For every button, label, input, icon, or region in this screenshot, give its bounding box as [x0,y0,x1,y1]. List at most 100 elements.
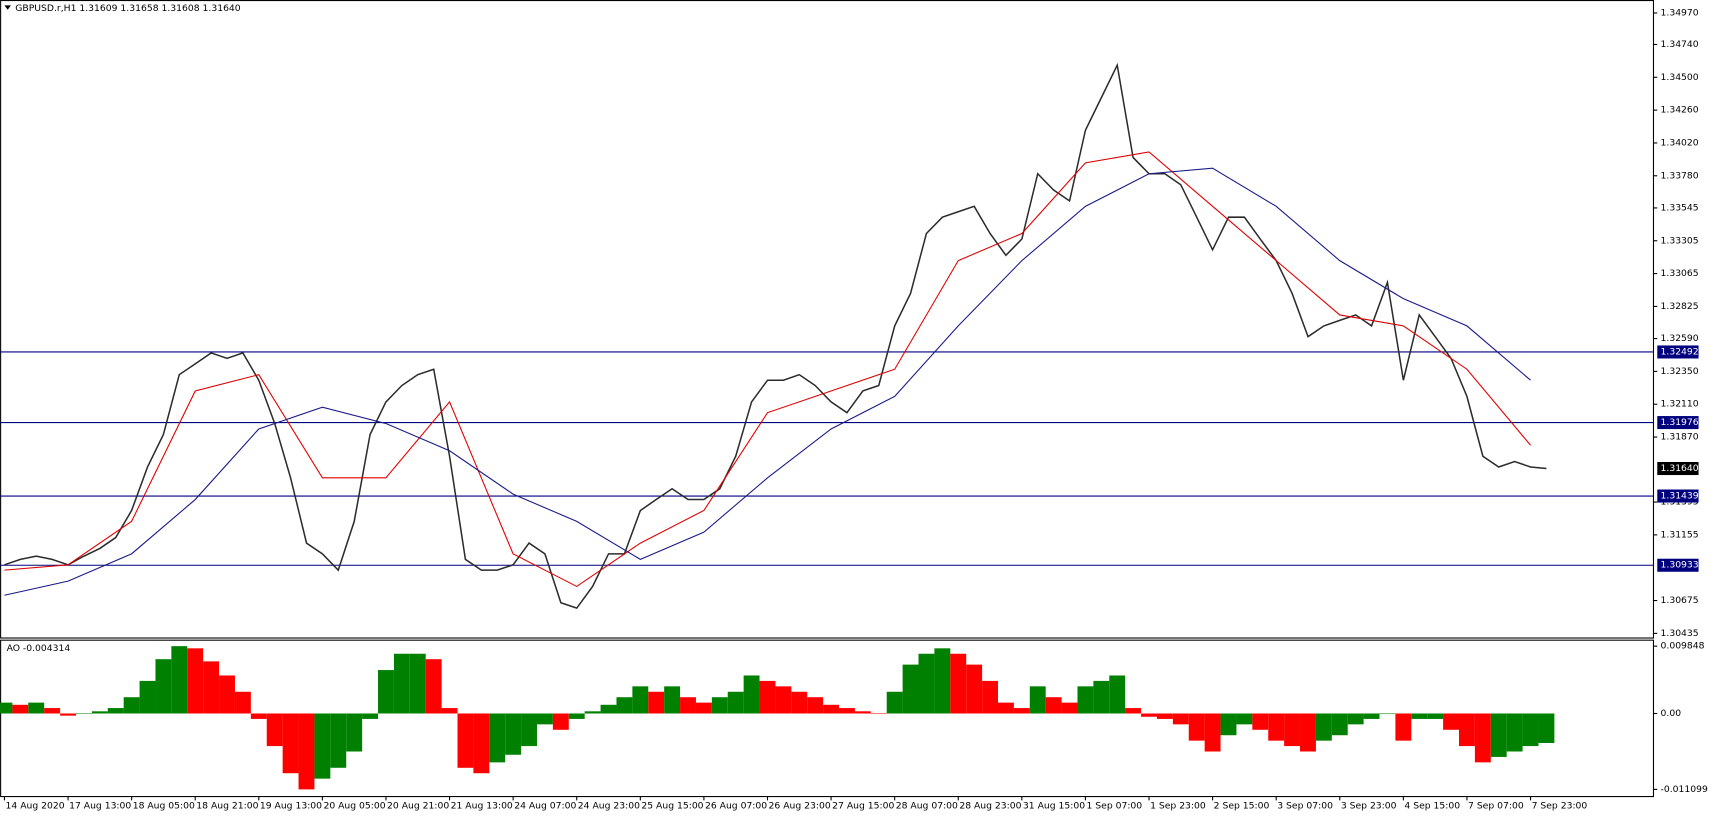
ao-bar [632,686,649,714]
ao-bar [1506,713,1523,752]
ao-bar [28,702,45,714]
ao-bar [839,708,855,714]
y-tick-label: 1.33780 [1661,170,1699,181]
x-tick-label: 27 Aug 15:00 [832,800,894,811]
ao-bar [695,702,712,714]
ao-bar [330,713,347,768]
ao-bar [457,713,474,768]
ao-bar [139,680,156,714]
main-pane [0,0,1655,639]
ao-bar [44,708,61,714]
ao-bar [219,675,235,714]
ao-bar [155,659,172,714]
ao-bar [346,713,363,752]
ao-bar [203,661,220,714]
ao-bar [521,713,537,747]
ao-bar [870,713,887,715]
y-tick-label: 1.32350 [1661,366,1699,377]
ao-bar [997,702,1014,714]
chart-title: GBPUSD.r,H1 1.31609 1.31658 1.31608 1.31… [15,3,241,14]
x-tick-label: 26 Aug 23:00 [769,800,831,811]
x-tick-label: 14 Aug 2020 [6,800,65,811]
ao-bar [1188,713,1205,741]
ao-bar [171,646,188,714]
ao-bar [393,653,410,714]
level-tag [1657,416,1699,430]
ao-bar [727,691,744,714]
ao-bar [918,653,935,714]
ao-bar [298,713,315,790]
ao-bar [934,648,951,714]
level-label: 1.31439 [1661,491,1699,502]
ao-bar [600,704,617,714]
ao-bar [1315,713,1332,741]
ao-bar [1538,713,1555,743]
level-tag [1657,489,1699,503]
price-tag [1657,462,1699,476]
x-tick-label: 7 Sep 23:00 [1532,800,1588,811]
ao-bar [409,653,426,714]
series-line [4,167,1531,596]
ao-bar [1141,713,1157,717]
indicator-title: AO -0.004314 [7,643,71,654]
ao-bar [616,697,633,714]
y-tick-label: 1.34500 [1661,72,1699,83]
ao-bar [1204,713,1221,752]
x-tick-label: 20 Aug 21:00 [387,800,449,811]
ao-bar [489,713,506,763]
ao-bar [60,713,76,716]
x-tick-label: 25 Aug 15:00 [641,800,703,811]
ao-bar [250,713,267,719]
ao-bar [234,691,251,714]
ao-bar [473,713,490,774]
ao-bar [314,713,331,779]
ao-bar [711,697,728,714]
menu-arrow[interactable] [4,5,11,10]
ao-bar [1443,713,1459,730]
x-tick-label: 3 Sep 23:00 [1341,800,1397,811]
price-label: 1.31640 [1661,463,1699,474]
x-tick-label: 28 Aug 23:00 [959,800,1021,811]
ao-bar [75,713,92,715]
ao-bar [12,704,29,714]
ao-bar [1284,713,1301,747]
y-tick-label: 1.31155 [1661,529,1699,540]
ao-bar [854,711,871,714]
y-tick-label: 1.33545 [1661,202,1699,213]
y-tick-label: 1.32590 [1661,333,1699,344]
ao-bar [1220,713,1237,736]
ao-bar [823,704,840,714]
ao-bar [1268,713,1285,741]
y-tick-label: 1.34020 [1661,137,1699,148]
ao-pane [0,639,1655,798]
ao-bar [362,713,379,719]
ao-bar [1156,713,1173,719]
ao-bar [1252,713,1269,730]
ao-bar [91,711,108,714]
ao-bar [1093,680,1110,714]
x-tick-label: 24 Aug 23:00 [578,800,640,811]
ao-bar [1395,713,1412,741]
level-label: 1.32492 [1661,346,1699,357]
x-tick-label: 4 Sep 15:00 [1404,800,1460,811]
level-label: 1.30933 [1661,560,1699,571]
y-tick-label: -0.011099 [1661,784,1708,795]
ao-bar [1013,708,1030,714]
x-tick-label: 1 Sep 07:00 [1087,800,1143,811]
ao-bar [1109,675,1126,714]
x-tick-label: 7 Sep 07:00 [1468,800,1524,811]
ao-bar [505,713,522,755]
y-tick-label: 1.30435 [1661,628,1699,639]
x-tick-label: 28 Aug 07:00 [896,800,958,811]
ao-bar [1045,697,1062,714]
y-tick-label: 0.00 [1661,708,1682,719]
ao-bar [902,664,919,714]
ao-bar [266,713,283,747]
ao-bar [886,691,903,714]
ao-bar [568,713,585,719]
level-label: 1.31976 [1661,417,1699,428]
ao-bar [1029,686,1046,714]
ao-bar [1363,713,1380,719]
ao-bar [1172,713,1189,725]
